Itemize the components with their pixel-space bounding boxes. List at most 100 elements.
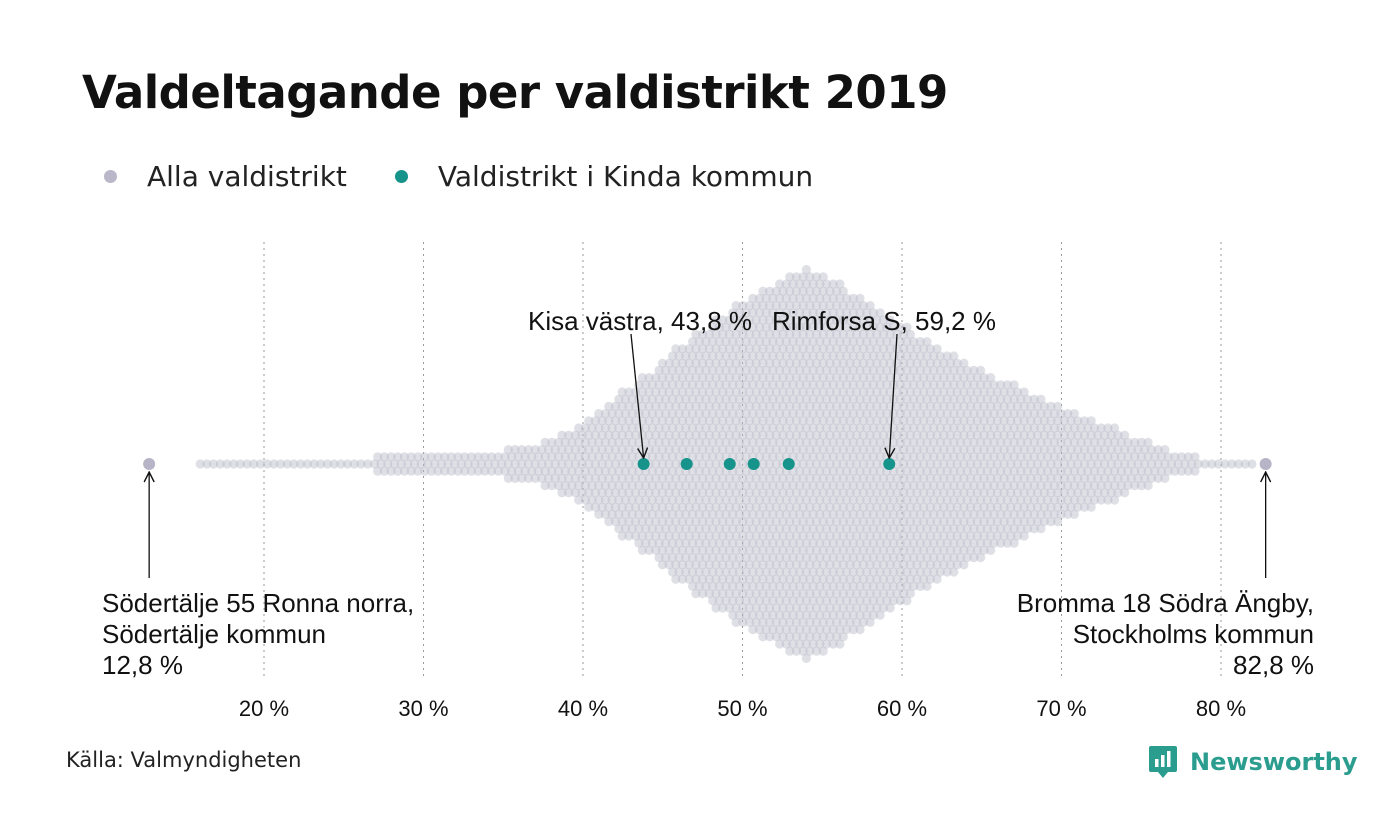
district-dot bbox=[738, 589, 748, 599]
district-dot bbox=[731, 589, 741, 599]
district-dot bbox=[533, 466, 544, 476]
district-dot bbox=[667, 495, 678, 505]
district-dot bbox=[882, 495, 892, 505]
district-dot bbox=[996, 452, 1006, 462]
district-dot bbox=[1032, 473, 1043, 483]
district-dot bbox=[647, 538, 657, 548]
district-dot bbox=[691, 387, 701, 397]
district-dot bbox=[627, 452, 637, 462]
district-dot bbox=[1116, 466, 1126, 476]
district-dot bbox=[838, 286, 848, 296]
district-dot bbox=[815, 567, 825, 577]
district-dot bbox=[1039, 401, 1049, 411]
district-dot bbox=[845, 329, 855, 339]
district-dot bbox=[825, 502, 835, 512]
district-dot bbox=[892, 574, 902, 584]
district-dot bbox=[1012, 430, 1023, 440]
district-dot bbox=[1029, 466, 1039, 476]
district-dot bbox=[1109, 481, 1120, 491]
district-dot bbox=[765, 430, 775, 440]
district-dot bbox=[808, 553, 818, 563]
district-dot bbox=[835, 524, 845, 534]
district-dot bbox=[842, 409, 852, 419]
district-dot bbox=[734, 481, 745, 491]
district-dot bbox=[654, 495, 664, 505]
district-dot bbox=[711, 488, 721, 498]
district-dot bbox=[627, 423, 637, 433]
district-dot bbox=[832, 315, 842, 325]
district-dot bbox=[905, 373, 915, 383]
district-dot bbox=[952, 531, 962, 541]
district-dot bbox=[1227, 459, 1237, 469]
district-dot bbox=[704, 531, 714, 541]
brand[interactable]: Newsworthy bbox=[1148, 744, 1358, 780]
district-dot bbox=[644, 401, 654, 411]
district-dot bbox=[734, 509, 745, 519]
district-dot bbox=[631, 517, 641, 527]
district-dot bbox=[982, 409, 992, 419]
district-dot bbox=[1116, 452, 1126, 462]
district-dot bbox=[510, 473, 520, 483]
district-dot bbox=[791, 445, 802, 455]
district-dot bbox=[811, 589, 822, 599]
district-dot bbox=[979, 502, 989, 512]
district-dot bbox=[758, 373, 768, 383]
district-dot bbox=[845, 502, 855, 512]
district-dot bbox=[687, 553, 698, 563]
district-dot bbox=[704, 401, 714, 411]
district-dot bbox=[1163, 466, 1173, 476]
district-dot bbox=[587, 437, 597, 447]
district-dot bbox=[905, 574, 915, 584]
district-dot bbox=[989, 423, 999, 433]
district-dot bbox=[758, 416, 768, 426]
district-dot bbox=[825, 416, 835, 426]
district-dot bbox=[828, 466, 838, 476]
district-dot bbox=[503, 445, 513, 455]
district-dot bbox=[885, 329, 895, 339]
district-dot bbox=[708, 409, 718, 419]
district-dot bbox=[734, 437, 745, 447]
district-dot bbox=[976, 509, 986, 519]
district-dot bbox=[1046, 416, 1056, 426]
district-dot bbox=[845, 517, 855, 527]
district-dot bbox=[778, 373, 788, 383]
district-dot bbox=[580, 437, 590, 447]
annotation-arrow-rimforsa bbox=[889, 333, 898, 458]
district-dot bbox=[801, 610, 812, 620]
district-dot bbox=[1207, 459, 1217, 469]
district-dot bbox=[728, 610, 738, 620]
district-dot bbox=[1150, 452, 1160, 462]
district-dot bbox=[607, 409, 617, 419]
district-dot bbox=[952, 401, 962, 411]
district-dot bbox=[738, 430, 748, 440]
gridlines bbox=[263, 242, 1222, 676]
district-dot bbox=[587, 481, 597, 491]
district-dot bbox=[765, 315, 775, 325]
district-dot bbox=[898, 387, 909, 397]
district-dot bbox=[996, 481, 1006, 491]
district-dot bbox=[929, 567, 939, 577]
district-dot bbox=[848, 466, 858, 476]
district-dot bbox=[838, 387, 848, 397]
district-dot bbox=[962, 509, 972, 519]
district-dot bbox=[815, 625, 825, 635]
district-dot bbox=[848, 538, 858, 548]
district-dot bbox=[1160, 459, 1170, 469]
district-dot bbox=[1026, 488, 1036, 498]
district-dot bbox=[651, 387, 661, 397]
district-dot bbox=[1116, 437, 1126, 447]
district-dot bbox=[667, 409, 678, 419]
district-dot bbox=[979, 473, 989, 483]
district-dot bbox=[805, 344, 815, 354]
district-dot bbox=[805, 373, 815, 383]
district-dot bbox=[594, 452, 604, 462]
district-dot bbox=[617, 416, 627, 426]
district-dot bbox=[1073, 488, 1083, 498]
district-dot bbox=[895, 553, 905, 563]
district-dot bbox=[768, 567, 778, 577]
district-dot bbox=[955, 437, 966, 447]
district-dot bbox=[932, 531, 942, 541]
district-dot bbox=[935, 380, 946, 390]
district-dot bbox=[751, 358, 761, 368]
district-dot bbox=[939, 416, 949, 426]
